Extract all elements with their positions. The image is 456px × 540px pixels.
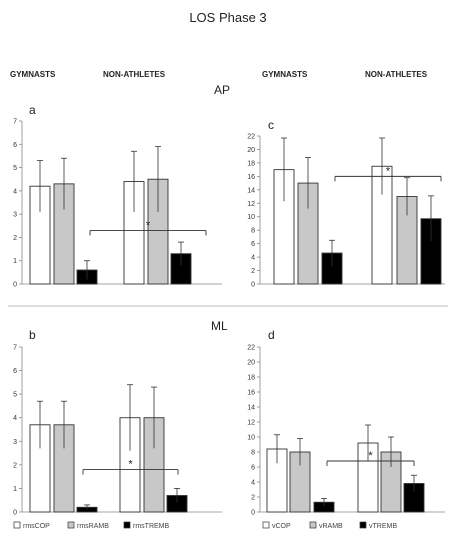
y-tick-label: 3 [13, 439, 17, 446]
y-tick-label: 16 [247, 174, 255, 181]
y-tick-label: 14 [247, 187, 255, 194]
legend-label-rmsRAMB: rmsRAMB [77, 523, 109, 530]
y-tick-label: 2 [251, 268, 255, 275]
row-label-ap: AP [214, 83, 230, 97]
significance-star: * [386, 165, 391, 177]
group-label-nonathletes-right: NON-ATHLETES [365, 70, 428, 79]
group-label-gymnasts-left: GYMNASTS [10, 70, 56, 79]
legend-label-vCOP: vCOP [272, 523, 291, 530]
chart-panel-a: a 0 1 2 3 4 5 6 7 * [13, 103, 222, 289]
y-tick-label: 12 [247, 201, 255, 208]
y-tick-label: 16 [247, 390, 255, 397]
legend-label-rmsTREMB: rmsTREMB [133, 523, 169, 530]
y-tick-label: 4 [251, 255, 255, 262]
group-label-gymnasts-right: GYMNASTS [262, 70, 308, 79]
panel-label-a: a [29, 103, 36, 117]
legend-swatch-vRAMB [309, 521, 317, 529]
y-tick-label: 10 [247, 435, 255, 442]
y-tick-label: 1 [13, 258, 17, 265]
significance-star: * [368, 450, 373, 462]
legend-swatch-vTREMB [359, 521, 367, 529]
legend-swatch-rmsCOP [13, 521, 21, 529]
y-tick-label: 4 [13, 415, 17, 422]
legend-swatch-vCOP [262, 521, 270, 529]
charts-layer: a01234567*c0246810121416182022*b01234567… [13, 103, 445, 530]
y-tick-label: 6 [251, 465, 255, 472]
row-label-ml: ML [211, 319, 228, 333]
y-tick-label: 7 [13, 119, 17, 126]
y-tick-label: 6 [13, 368, 17, 375]
y-tick-label: 5 [13, 165, 17, 172]
y-tick-label: 0 [13, 510, 17, 517]
y-tick-label: 5 [13, 392, 17, 399]
significance-star: * [128, 459, 133, 471]
y-tick-label: 10 [247, 214, 255, 221]
y-tick-label: 6 [251, 241, 255, 248]
y-tick-label: 4 [13, 188, 17, 195]
y-tick-label: 0 [251, 282, 255, 289]
y-tick-label: 22 [247, 345, 255, 352]
y-tick-label: 8 [251, 228, 255, 235]
y-tick-label: 8 [251, 450, 255, 457]
legend-label-vTREMB: vTREMB [369, 523, 397, 530]
y-tick-label: 18 [247, 375, 255, 382]
y-tick-label: 2 [251, 495, 255, 502]
y-tick-label: 12 [247, 420, 255, 427]
y-tick-label: 2 [13, 235, 17, 242]
legend-label-rmsCOP: rmsCOP [23, 523, 50, 530]
chart-panel-c: c 0 2 4 6 8 10 12 14 16 18 20 22 * [247, 118, 445, 289]
y-tick-label: 1 [13, 486, 17, 493]
panel-label-c: c [268, 118, 274, 132]
figure-title: LOS Phase 3 [189, 10, 266, 25]
legend-swatch-rmsRAMB [67, 521, 75, 529]
group-label-nonathletes-left: NON-ATHLETES [103, 70, 166, 79]
panel-label-b: b [29, 328, 36, 342]
y-tick-label: 14 [247, 405, 255, 412]
y-tick-label: 22 [247, 134, 255, 141]
legend-label-vRAMB: vRAMB [319, 523, 343, 530]
y-tick-label: 18 [247, 160, 255, 167]
y-tick-label: 0 [251, 510, 255, 517]
y-tick-label: 2 [13, 462, 17, 469]
y-tick-label: 6 [13, 142, 17, 149]
y-tick-label: 20 [247, 147, 255, 154]
y-tick-label: 0 [13, 282, 17, 289]
panel-label-d: d [268, 328, 275, 342]
legend-swatch-rmsTREMB [123, 521, 131, 529]
y-tick-label: 20 [247, 360, 255, 367]
significance-star: * [146, 219, 151, 231]
chart-panel-d: d 0 2 4 6 8 10 12 14 16 18 20 22 * vCOP vRAMB vTREMB [247, 328, 445, 530]
y-tick-label: 3 [13, 212, 17, 219]
y-tick-label: 4 [251, 480, 255, 487]
chart-panel-b: b 0 1 2 3 4 5 6 7 * rmsCOP rmsRAMB rmsTREMB [13, 328, 222, 530]
y-tick-label: 7 [13, 345, 17, 352]
